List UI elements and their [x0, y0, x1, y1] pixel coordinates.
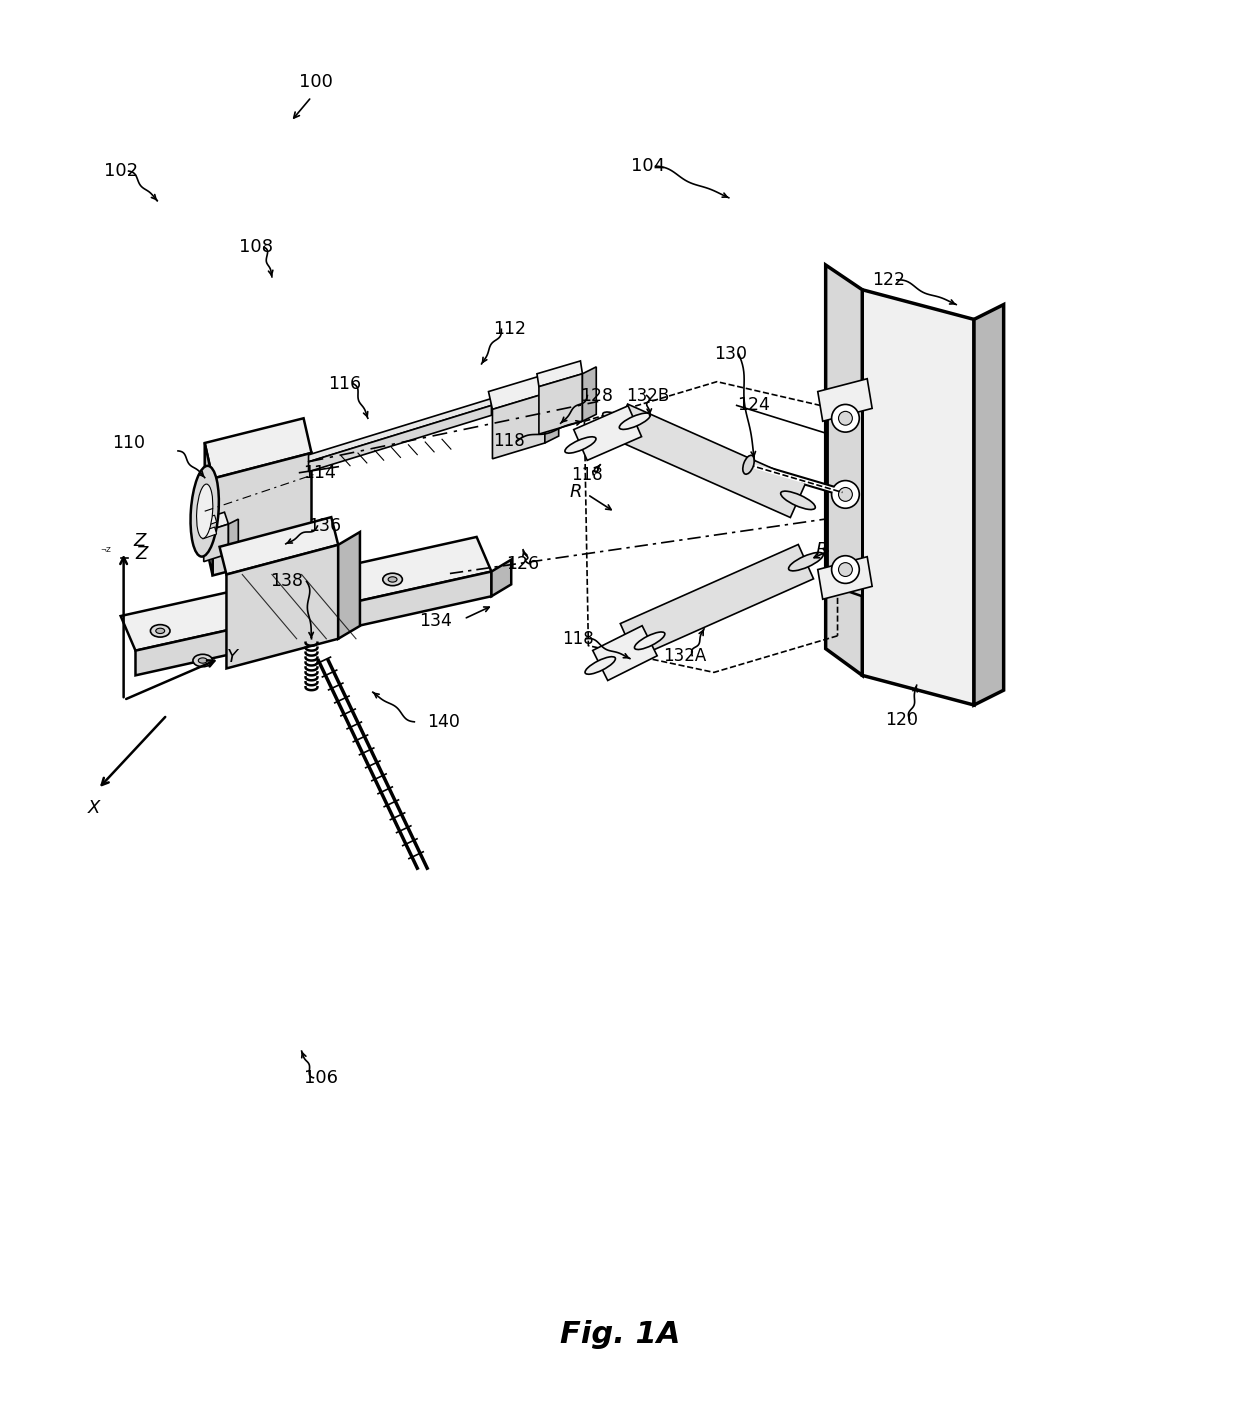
Ellipse shape	[197, 484, 213, 539]
Polygon shape	[826, 264, 862, 676]
Text: 112: 112	[492, 321, 526, 338]
Text: 140: 140	[428, 713, 460, 731]
Ellipse shape	[383, 573, 402, 585]
Polygon shape	[200, 512, 228, 532]
Circle shape	[832, 556, 859, 584]
Text: $\neg$Z: $\neg$Z	[99, 546, 112, 554]
Text: 126: 126	[506, 554, 539, 573]
Text: 118: 118	[572, 465, 603, 484]
Text: Y: Y	[227, 648, 237, 666]
Polygon shape	[537, 361, 583, 386]
Text: Z: Z	[134, 532, 146, 550]
Text: R: R	[816, 540, 828, 559]
Ellipse shape	[743, 455, 754, 474]
Polygon shape	[205, 419, 311, 478]
Ellipse shape	[150, 625, 170, 638]
Text: 102: 102	[104, 163, 138, 180]
Polygon shape	[205, 443, 212, 575]
Ellipse shape	[198, 658, 207, 663]
Text: 118: 118	[494, 433, 526, 450]
Text: R: R	[569, 484, 582, 502]
Text: 132A: 132A	[662, 646, 706, 665]
Text: Z: Z	[135, 544, 148, 563]
Polygon shape	[201, 515, 217, 527]
Text: 124: 124	[737, 396, 770, 414]
Polygon shape	[817, 379, 872, 421]
Ellipse shape	[789, 553, 823, 571]
Polygon shape	[613, 404, 806, 518]
Polygon shape	[309, 406, 491, 472]
Text: 108: 108	[239, 238, 273, 256]
Text: Fig. 1A: Fig. 1A	[559, 1321, 681, 1349]
Polygon shape	[827, 392, 862, 597]
Circle shape	[832, 481, 859, 508]
Text: 132B: 132B	[626, 386, 670, 404]
Polygon shape	[219, 518, 339, 574]
Ellipse shape	[156, 628, 165, 633]
Text: 136: 136	[309, 518, 342, 534]
Circle shape	[838, 488, 852, 502]
Polygon shape	[489, 376, 544, 410]
Polygon shape	[491, 560, 511, 597]
Text: 138: 138	[270, 573, 304, 591]
Polygon shape	[201, 527, 217, 539]
Text: 106: 106	[304, 1069, 339, 1087]
Polygon shape	[492, 393, 544, 458]
Ellipse shape	[635, 632, 665, 649]
Text: 100: 100	[299, 74, 332, 90]
Ellipse shape	[603, 411, 637, 430]
Polygon shape	[574, 406, 641, 461]
Text: X: X	[88, 799, 100, 817]
Ellipse shape	[565, 437, 596, 452]
Ellipse shape	[193, 655, 212, 667]
Polygon shape	[620, 544, 813, 658]
Ellipse shape	[781, 491, 816, 509]
Text: 130: 130	[714, 345, 748, 363]
Text: 128: 128	[580, 386, 614, 404]
Polygon shape	[862, 290, 973, 706]
Polygon shape	[309, 399, 491, 462]
Text: 134: 134	[419, 612, 451, 631]
Polygon shape	[120, 537, 491, 650]
Ellipse shape	[388, 577, 397, 583]
Text: 118: 118	[563, 629, 594, 648]
Polygon shape	[539, 373, 583, 434]
Text: 116: 116	[329, 375, 362, 393]
Polygon shape	[212, 452, 311, 575]
Polygon shape	[135, 571, 491, 676]
Polygon shape	[973, 304, 1003, 706]
Polygon shape	[227, 544, 339, 669]
Polygon shape	[203, 525, 228, 561]
Circle shape	[832, 404, 859, 433]
Text: 110: 110	[113, 434, 145, 452]
Polygon shape	[593, 626, 657, 680]
Polygon shape	[228, 519, 238, 554]
Circle shape	[838, 563, 852, 577]
Ellipse shape	[191, 465, 219, 557]
Ellipse shape	[585, 656, 615, 674]
Text: 122: 122	[873, 271, 905, 288]
Polygon shape	[583, 366, 596, 421]
Text: 120: 120	[885, 711, 919, 728]
Circle shape	[838, 411, 852, 426]
Ellipse shape	[610, 632, 645, 650]
Text: 114: 114	[304, 464, 336, 482]
Ellipse shape	[619, 413, 650, 430]
Polygon shape	[817, 557, 872, 600]
Text: 104: 104	[631, 157, 665, 175]
Polygon shape	[339, 532, 360, 639]
Polygon shape	[544, 386, 559, 443]
